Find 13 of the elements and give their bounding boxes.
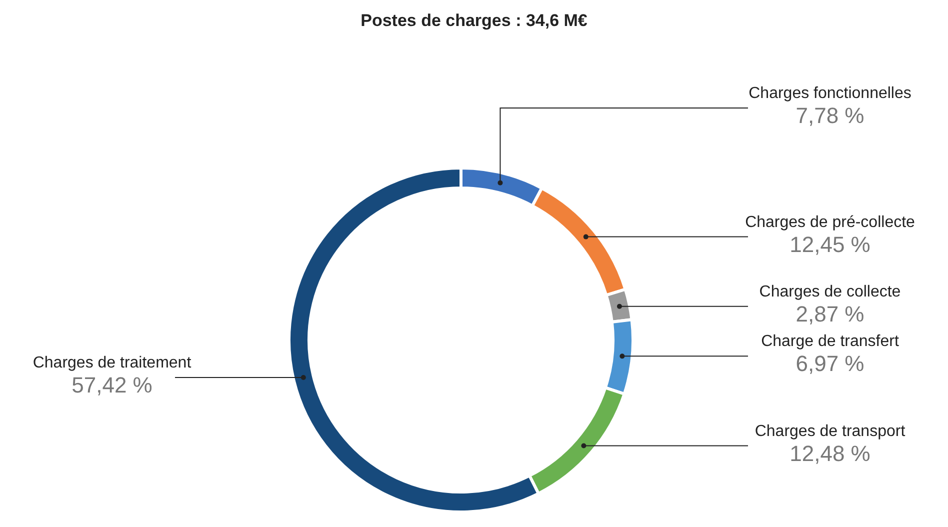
data-label: 7,78 % [796,103,864,128]
slice-label: Charges fonctionnelles [748,85,912,102]
data-label: 6,97 % [796,351,864,376]
data-label: 2,87 % [796,301,864,326]
slice-label: Charges de transport [754,422,906,440]
slice-label: Charge de transfert [761,333,900,350]
data-label: 12,48 % [790,440,870,466]
slice-label: Charges de traitement [32,354,192,372]
chart-title: Postes de charges : 34,6 M€ [360,11,588,30]
slice-label: Charges de pré-collecte [745,214,916,231]
slice-label: Charges de collecte [759,283,901,300]
data-label: 57,42 % [72,372,152,398]
data-label: 12,45 % [790,232,870,257]
